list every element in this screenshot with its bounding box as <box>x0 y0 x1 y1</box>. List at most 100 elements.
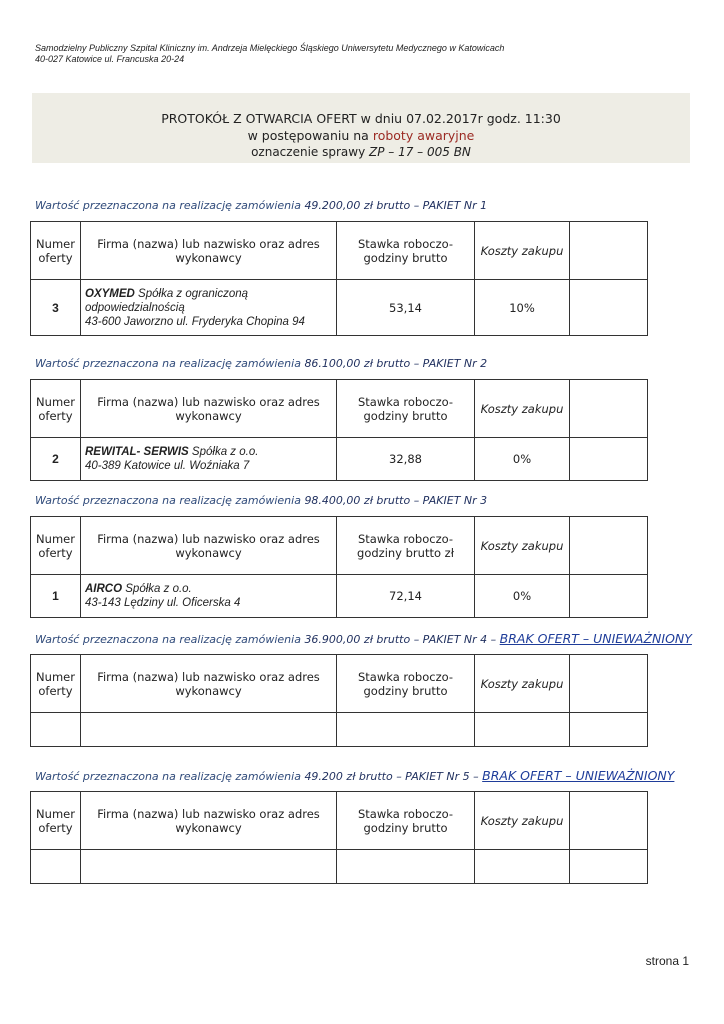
caption-text: Wartość przeznaczona na realizację zamów… <box>35 770 301 783</box>
offer-row: 2 REWITAL- SERWIS Spółka z o.o. 40-389 Kat… <box>30 437 648 481</box>
offers-table: Numer oferty Firma (nazwa) lub nazwisko o… <box>30 379 648 481</box>
rate: 72,14 <box>336 574 475 618</box>
legal-form: Spółka z ograniczoną odpowiedzialnością <box>85 287 249 314</box>
contractor-name: OXYMED <box>85 287 135 300</box>
cell <box>569 712 648 747</box>
header-cell: Stawka roboczo-godziny brutto <box>336 654 475 713</box>
header-cell <box>569 221 648 280</box>
cell <box>569 849 648 884</box>
empty-row <box>30 849 648 884</box>
offers-table: Numer oferty Firma (nazwa) lub nazwisko o… <box>30 654 648 747</box>
header-cell: Firma (nazwa) lub nazwisko oraz adres wy… <box>80 221 337 280</box>
header-cell: Firma (nazwa) lub nazwisko oraz adres wy… <box>80 654 337 713</box>
cell <box>80 712 337 747</box>
cell <box>30 849 81 884</box>
contractor: AIRCO Spółka z o.o. 43-143 Lędziny ul. Of… <box>80 574 337 618</box>
package-caption: Wartość przeznaczona na realizację zamów… <box>35 357 487 370</box>
contractor-address: 43-600 Jaworzno ul. Fryderyka Chopina 94 <box>85 315 305 328</box>
caption-amount: 49.200,00 zł brutto <box>304 199 411 212</box>
cell <box>336 712 475 747</box>
caption-amount: 49.200 zł brutto <box>304 770 393 783</box>
header-cell: Firma (nazwa) lub nazwisko oraz adres wy… <box>80 516 337 575</box>
header-cell: Numer oferty <box>30 791 81 850</box>
contractor-name: AIRCO <box>85 583 123 595</box>
header-cell: Numer oferty <box>30 379 81 438</box>
caption-amount: 36.900,00 zł brutto <box>304 633 411 646</box>
header-cell: Firma (nazwa) lub nazwisko oraz adres wy… <box>80 791 337 850</box>
empty-row <box>30 712 648 747</box>
title-text: oznaczenie sprawy <box>251 145 366 159</box>
header-cell: Koszty zakupu <box>474 379 570 438</box>
header-cell <box>569 654 648 713</box>
header-cell: Numer oferty <box>30 654 81 713</box>
cell <box>30 712 81 747</box>
offer-row: 3 OXYMED Spółka z ograniczoną odpowiedzia… <box>30 279 648 336</box>
header-cell <box>569 379 648 438</box>
legal-form: Spółka z o.o. <box>191 446 259 458</box>
offer-number: 1 <box>30 574 81 618</box>
header-cell <box>569 516 648 575</box>
title-line: w postępowaniu na roboty awaryjne <box>32 127 690 144</box>
title-box: PROTOKÓŁ Z OTWARCIA OFERT w dniu 07.02.2… <box>32 93 690 163</box>
header-row: Numer oferty Firma (nazwa) lub nazwisko o… <box>30 791 648 850</box>
header-cell: Stawka roboczo-godziny brutto zł <box>336 516 475 575</box>
case-number: ZP – 17 – 005 BN <box>369 145 471 159</box>
cell <box>336 849 475 884</box>
package-caption: Wartość przeznaczona na realizację zamów… <box>35 199 487 212</box>
package-caption: Wartość przeznaczona na realizację zamów… <box>35 631 692 646</box>
offers-table: Numer oferty Firma (nazwa) lub nazwisko o… <box>30 791 648 884</box>
header-row: Numer oferty Firma (nazwa) lub nazwisko o… <box>30 221 648 280</box>
offer-number: 2 <box>30 437 81 481</box>
contractor-address: 40-389 Katowice ul. Woźniaka 7 <box>85 460 250 472</box>
rate: 53,14 <box>336 279 475 336</box>
caption-text: Wartość przeznaczona na realizację zamów… <box>35 633 301 646</box>
caption-note: BRAK OFERT – UNIEWAŻNIONY <box>499 631 692 646</box>
caption-package: – PAKIET Nr 2 <box>413 357 488 370</box>
header-row: Numer oferty Firma (nazwa) lub nazwisko o… <box>30 516 648 575</box>
offer-row: 1 AIRCO Spółka z o.o. 43-143 Lędziny ul. O… <box>30 574 648 618</box>
header-cell: Stawka roboczo-godziny brutto <box>336 791 475 850</box>
page-number: strona 1 <box>645 954 689 968</box>
legal-form: Spółka z o.o. <box>125 583 192 595</box>
contractor: REWITAL- SERWIS Spółka z o.o. 40-389 Kato… <box>80 437 337 481</box>
caption-package: – PAKIET Nr 5 – <box>396 770 479 783</box>
package-caption: Wartość przeznaczona na realizację zamów… <box>35 494 487 507</box>
cost: 0% <box>474 574 570 618</box>
cell <box>80 849 337 884</box>
rate: 32,88 <box>336 437 475 481</box>
caption-package: – PAKIET Nr 3 <box>413 494 488 507</box>
caption-amount: 86.100,00 zł brutto <box>304 357 411 370</box>
contractor: OXYMED Spółka z ograniczoną odpowiedzial… <box>80 279 337 336</box>
header-row: Numer oferty Firma (nazwa) lub nazwisko o… <box>30 379 648 438</box>
caption-package: – PAKIET Nr 1 <box>413 199 488 212</box>
header-line: 40-027 Katowice ul. Francuska 20-24 <box>35 54 185 64</box>
caption-package: – PAKIET Nr 4 – <box>413 633 497 646</box>
caption-text: Wartość przeznaczona na realizację zamów… <box>35 357 301 370</box>
contractor-address: 43-143 Lędziny ul. Oficerska 4 <box>85 597 241 609</box>
offers-table: Numer oferty Firma (nazwa) lub nazwisko o… <box>30 221 648 336</box>
header-cell: Stawka roboczo-godziny brutto <box>336 221 475 280</box>
header-cell: Numer oferty <box>30 221 81 280</box>
cell <box>474 849 570 884</box>
header-cell: Koszty zakupu <box>474 791 570 850</box>
header-line: Samodzielny Publiczny Szpital Kliniczny … <box>35 43 505 53</box>
offer-number: 3 <box>30 279 81 336</box>
cell <box>569 279 648 336</box>
offers-table: Numer oferty Firma (nazwa) lub nazwisko o… <box>30 516 648 618</box>
header-cell <box>569 791 648 850</box>
caption-text: Wartość przeznaczona na realizację zamów… <box>35 494 301 507</box>
title-text: w postępowaniu na <box>247 128 369 143</box>
subject: roboty awaryjne <box>372 128 475 143</box>
title-line: oznaczenie sprawy ZP – 17 – 005 BN <box>32 144 690 161</box>
cost: 10% <box>474 279 570 336</box>
cell <box>474 712 570 747</box>
package-caption: Wartość przeznaczona na realizację zamów… <box>35 768 674 783</box>
caption-note: BRAK OFERT – UNIEWAŻNIONY <box>482 768 675 783</box>
caption-text: Wartość przeznaczona na realizację zamów… <box>35 199 301 212</box>
header-cell: Koszty zakupu <box>474 654 570 713</box>
header-cell: Koszty zakupu <box>474 221 570 280</box>
header-cell: Stawka roboczo-godziny brutto <box>336 379 475 438</box>
contractor-name: REWITAL- SERWIS <box>85 446 189 458</box>
cell <box>569 574 648 618</box>
